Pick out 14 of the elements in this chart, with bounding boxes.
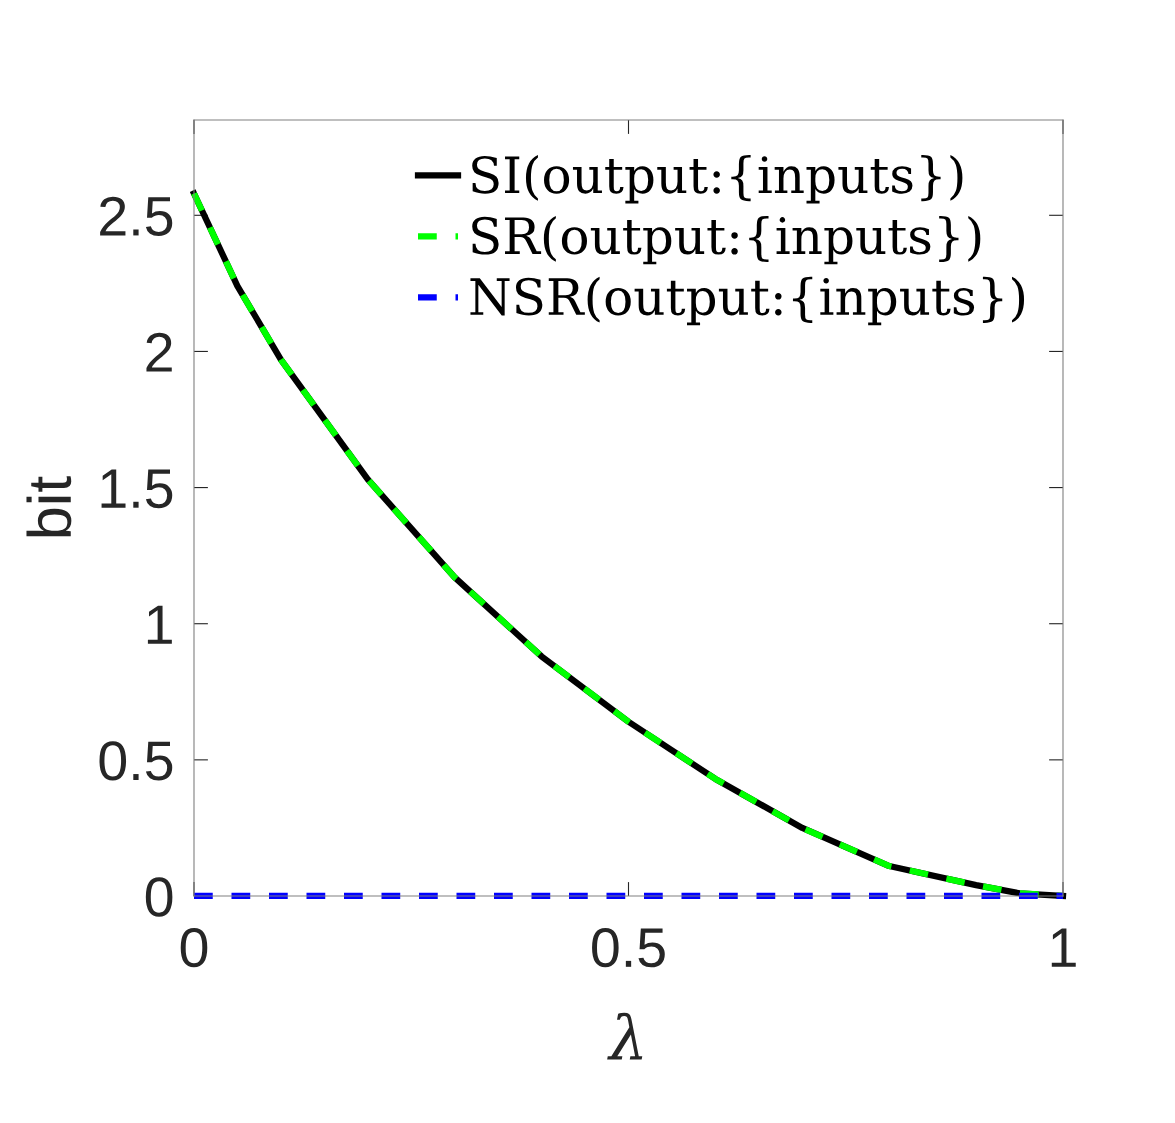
x-tick-label: 1 [1051, 928, 1076, 967]
y-tick-label: 2 [146, 332, 172, 372]
legend-label: SR(output:{inputs}) [472, 215, 981, 265]
legend-label: SI(output:{inputs}) [472, 155, 963, 204]
x-axis-title: λ [607, 1012, 643, 1060]
y-tick-label: 2.5 [100, 196, 173, 236]
y-axis-title: bit [26, 476, 72, 537]
y-tick-label: 0.5 [99, 741, 173, 781]
legend-label: NSR(output:{inputs}) [470, 276, 1025, 326]
y-tick-label: 1.5 [101, 469, 173, 509]
y-tick-label: 0 [145, 877, 173, 917]
y-tick-label: 1 [147, 605, 172, 644]
x-tick-label: 0.5 [592, 928, 665, 968]
x-tick-label: 0 [180, 928, 208, 968]
